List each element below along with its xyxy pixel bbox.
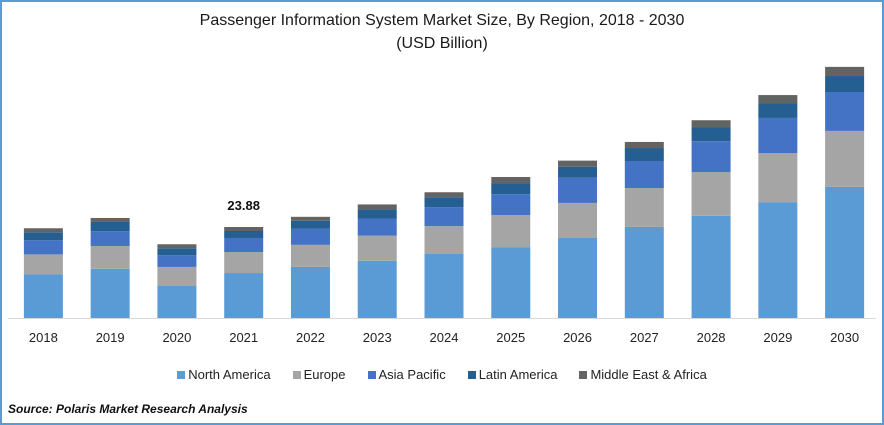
bar-segment-2019-latin-america xyxy=(90,221,130,232)
bar-segment-2030-latin-america xyxy=(825,76,865,93)
bar-segment-2018-north-america xyxy=(23,274,63,318)
bar-segment-2030-asia-pacific xyxy=(825,92,865,131)
legend: North America Europe Asia Pacific Latin Ame… xyxy=(0,367,884,382)
bar-segment-2019-europe xyxy=(90,245,130,269)
legend-label: Asia Pacific xyxy=(378,367,446,382)
legend-swatch xyxy=(367,370,376,379)
bar-segment-2025-north-america xyxy=(491,247,531,318)
legend-swatch xyxy=(292,370,301,379)
bar-segment-2021-europe xyxy=(224,252,264,274)
bar-segment-2022-north-america xyxy=(290,266,330,318)
bar-segment-2022-europe xyxy=(290,244,330,267)
bar-segment-2024-asia-pacific xyxy=(424,207,464,227)
bar-segment-2023-north-america xyxy=(357,260,397,318)
bar-segment-2028-middle-east-africa xyxy=(691,120,731,128)
bar-segment-2026-asia-pacific xyxy=(558,177,598,203)
x-tick-label: 2023 xyxy=(363,330,392,345)
bar-segment-2024-latin-america xyxy=(424,197,464,208)
chart-title: Passenger Information System Market Size… xyxy=(199,12,685,29)
bar-segment-2029-asia-pacific xyxy=(758,117,798,153)
legend-swatch xyxy=(177,370,186,379)
bar-segment-2020-europe xyxy=(157,266,197,286)
bar-segment-2029-europe xyxy=(758,152,798,203)
bar-segment-2022-latin-america xyxy=(290,220,330,229)
bar-segment-2023-europe xyxy=(357,235,397,261)
bar-segment-2024-europe xyxy=(424,226,464,254)
bar-segment-2019-middle-east-africa xyxy=(90,217,130,222)
bar-segment-2029-latin-america xyxy=(758,103,798,118)
bar-segment-2027-middle-east-africa xyxy=(624,141,664,149)
bar-segment-2030-europe xyxy=(825,130,865,187)
legend-item-latin-america: Latin America xyxy=(467,367,558,382)
bar-segment-2023-asia-pacific xyxy=(357,218,397,236)
bar-segment-2018-asia-pacific xyxy=(23,240,63,255)
bar-segment-2025-latin-america xyxy=(491,183,531,195)
x-tick-label: 2020 xyxy=(162,330,191,345)
bar-segment-2018-europe xyxy=(23,254,63,275)
x-tick-label: 2026 xyxy=(563,330,592,345)
x-tick-label: 2024 xyxy=(430,330,459,345)
bar-segment-2025-middle-east-africa xyxy=(491,177,531,184)
bar-segment-2022-middle-east-africa xyxy=(290,216,330,221)
bar-segment-2030-middle-east-africa xyxy=(825,66,865,77)
x-tick-label: 2025 xyxy=(496,330,525,345)
legend-item-middle-east-africa: Middle East & Africa xyxy=(579,367,707,382)
legend-label: North America xyxy=(188,367,271,382)
x-tick-label: 2030 xyxy=(830,330,859,345)
bar-segment-2018-latin-america xyxy=(23,232,63,241)
bar-segment-2023-latin-america xyxy=(357,209,397,219)
bar-segment-2026-middle-east-africa xyxy=(558,160,598,167)
bar-segment-2025-asia-pacific xyxy=(491,194,531,216)
source-note: Source: Polaris Market Research Analysis xyxy=(8,402,248,416)
bar-segment-2026-north-america xyxy=(558,237,598,318)
legend-label: Europe xyxy=(303,367,346,382)
legend-swatch xyxy=(467,370,476,379)
bar-segment-2028-latin-america xyxy=(691,127,731,142)
legend-item-north-america: North America xyxy=(177,367,271,382)
bar-segment-2018-middle-east-africa xyxy=(23,228,63,233)
x-tick-label: 2027 xyxy=(630,330,659,345)
bar-segment-2027-latin-america xyxy=(624,148,664,161)
x-tick-label: 2018 xyxy=(29,330,58,345)
bar-segment-2026-latin-america xyxy=(558,166,598,178)
bar-segment-2019-asia-pacific xyxy=(90,231,130,246)
legend-label: Latin America xyxy=(478,367,558,382)
bar-segment-2020-latin-america xyxy=(157,248,197,256)
chart-subtitle: (USD Billion) xyxy=(396,35,488,52)
bar-segment-2021-latin-america xyxy=(224,231,264,238)
legend-swatch xyxy=(579,370,588,379)
x-tick-label: 2021 xyxy=(229,330,258,345)
bar-segment-2025-europe xyxy=(491,215,531,248)
bar-segment-2020-middle-east-africa xyxy=(157,244,197,249)
bar-segment-2022-asia-pacific xyxy=(290,228,330,245)
bar-segment-2029-middle-east-africa xyxy=(758,95,798,104)
bar-segment-2024-middle-east-africa xyxy=(424,192,464,198)
bar-segment-2028-asia-pacific xyxy=(691,141,731,173)
bar-segment-2020-asia-pacific xyxy=(157,255,197,267)
legend-label: Middle East & Africa xyxy=(590,367,707,382)
bar-segment-2027-north-america xyxy=(624,226,664,318)
bar-segment-2029-north-america xyxy=(758,202,798,318)
bar-segment-2019-north-america xyxy=(90,268,130,318)
bar-segment-2021-asia-pacific xyxy=(224,237,264,253)
bar-segment-2027-europe xyxy=(624,188,664,227)
x-tick-label: 2022 xyxy=(296,330,325,345)
x-tick-label: 2019 xyxy=(96,330,125,345)
x-tick-label: 2028 xyxy=(697,330,726,345)
bar-segment-2028-europe xyxy=(691,172,731,216)
bar-segment-2021-middle-east-africa xyxy=(224,227,264,232)
bar-segment-2027-asia-pacific xyxy=(624,160,664,189)
legend-item-asia-pacific: Asia Pacific xyxy=(367,367,446,382)
bar-segment-2028-north-america xyxy=(691,215,731,318)
bar-segment-2024-north-america xyxy=(424,253,464,318)
x-tick-label: 2029 xyxy=(763,330,792,345)
legend-item-europe: Europe xyxy=(292,367,346,382)
bar-segment-2020-north-america xyxy=(157,285,197,318)
data-label-2021: 23.88 xyxy=(227,198,260,213)
bar-segment-2023-middle-east-africa xyxy=(357,204,397,210)
bar-segment-2026-europe xyxy=(558,202,598,238)
bar-segment-2021-north-america xyxy=(224,273,264,318)
bar-segment-2030-north-america xyxy=(825,186,865,318)
